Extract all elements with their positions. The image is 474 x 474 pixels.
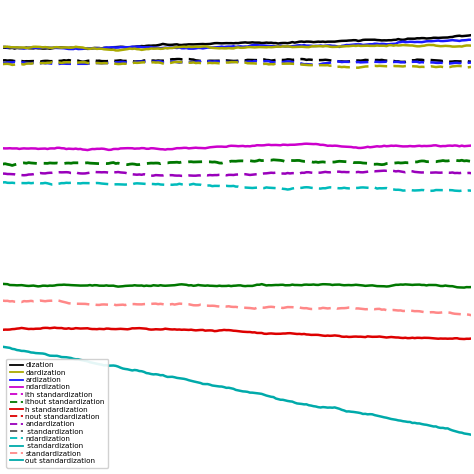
Legend: dization, dardization, ardization, ndardization, ith standardization, ithout sta: dization, dardization, ardization, ndard… bbox=[6, 359, 108, 468]
